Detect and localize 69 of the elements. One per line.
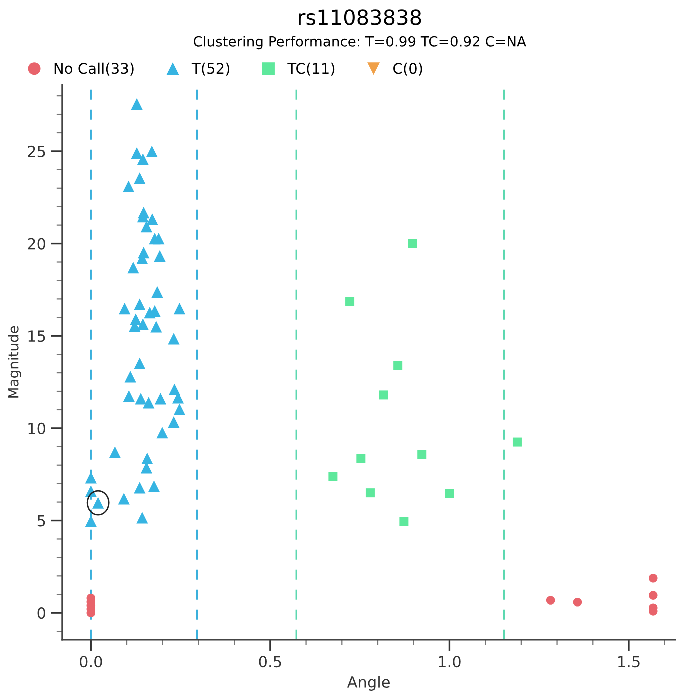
x-axis-title: Angle: [347, 676, 390, 691]
point: [400, 517, 409, 526]
point: [85, 516, 97, 528]
point: [356, 454, 366, 464]
point: [174, 404, 186, 416]
point: [328, 472, 338, 482]
x-tick-label: 1.5: [618, 656, 640, 668]
point: [146, 146, 158, 158]
point: [152, 286, 164, 298]
y-tick-label: 10: [28, 422, 46, 434]
point: [134, 482, 146, 494]
point: [146, 214, 158, 226]
y-tick-label: 15: [28, 330, 46, 342]
point: [134, 298, 146, 310]
point: [150, 321, 162, 333]
point: [154, 250, 166, 262]
point: [128, 262, 140, 274]
point: [144, 307, 156, 319]
point: [346, 297, 355, 306]
point: [109, 446, 121, 458]
point: [408, 239, 418, 248]
x-tick-label: 0.5: [259, 656, 282, 668]
point: [418, 450, 427, 460]
y-tick-label: 25: [28, 146, 46, 158]
legend-label: No Call(33): [54, 62, 134, 76]
chart-title: rs11083838: [299, 10, 422, 26]
point: [648, 591, 658, 600]
point: [174, 302, 186, 315]
point: [168, 384, 181, 396]
point: [168, 333, 180, 345]
point: [546, 596, 556, 605]
y-axis-title: Magnitude: [8, 326, 22, 398]
y-tick-label: 20: [28, 238, 46, 250]
point: [134, 358, 146, 370]
point: [143, 397, 155, 409]
legend-label: T(52): [192, 62, 230, 76]
point: [142, 452, 154, 465]
point: [123, 390, 135, 402]
point: [85, 472, 97, 484]
point: [119, 302, 131, 315]
point: [379, 390, 388, 400]
x-tick-label: 1.0: [439, 656, 461, 668]
legend-label: TC(11): [288, 62, 335, 76]
point: [366, 488, 375, 498]
point: [118, 493, 130, 505]
point: [168, 416, 180, 428]
point: [135, 393, 147, 405]
point: [137, 318, 149, 330]
point: [648, 574, 658, 583]
legend-label: C(0): [394, 62, 422, 76]
point: [156, 427, 168, 439]
point: [445, 489, 454, 498]
point: [131, 148, 143, 160]
point: [153, 232, 165, 245]
y-tick-label: 0: [38, 608, 46, 620]
point: [131, 98, 143, 110]
point: [573, 598, 582, 607]
point: [124, 371, 136, 383]
chart-subtitle: Clustering Performance: T=0.99 TC=0.92 C=NA: [194, 36, 526, 50]
point: [148, 480, 160, 492]
point: [137, 154, 149, 166]
point: [122, 180, 135, 193]
point: [134, 172, 146, 184]
y-tick-label: 5: [38, 515, 46, 527]
point: [136, 512, 148, 524]
point: [154, 393, 167, 405]
point: [512, 438, 522, 447]
x-tick-label: 0.0: [80, 656, 102, 668]
point: [394, 361, 403, 370]
